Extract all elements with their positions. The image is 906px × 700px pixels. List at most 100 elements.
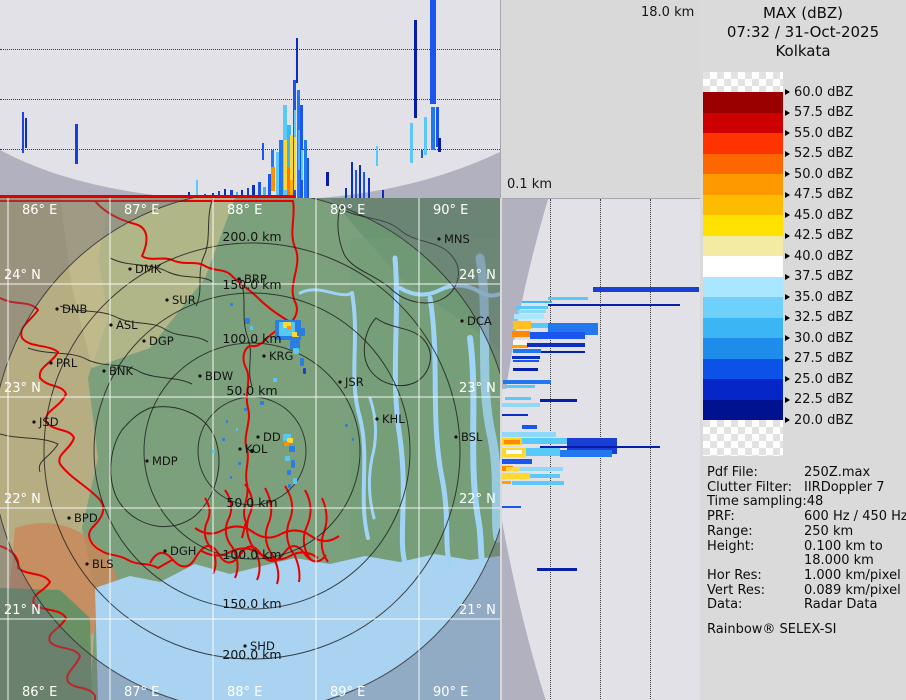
map-echo (345, 424, 348, 427)
tick-arrow-icon (785, 355, 790, 362)
echo-bar (262, 143, 264, 160)
station-label: BPD (74, 511, 98, 525)
lat-label: 21° N (4, 603, 41, 618)
echo-bar (355, 170, 357, 198)
echo-bar (290, 180, 293, 196)
lat-label: 22° N (459, 492, 496, 507)
map-echo (290, 340, 300, 350)
echo-bar (25, 118, 27, 148)
echo-bar (513, 349, 541, 353)
echo-bar (513, 368, 538, 371)
tick-arrow-icon (785, 335, 790, 341)
tick-arrow-icon (785, 253, 790, 259)
echo-bar (541, 351, 585, 353)
echo-bar (506, 450, 522, 454)
echo-bar (258, 182, 261, 198)
height-axis-min-label: 0.1 km (507, 177, 552, 192)
info-value: 1.000 km/pixel (804, 567, 901, 583)
station-dot (32, 420, 36, 424)
info-label: PRF: (707, 509, 735, 525)
lat-label: 23° N (4, 381, 41, 396)
product-info-list: Pdf File: 250Z.max Clutter Filter: IIRDoppl… (707, 465, 906, 637)
radar-station-name: Kolkata (775, 42, 831, 60)
echo-bar (526, 448, 560, 456)
lon-label: 88° E (227, 685, 262, 700)
info-label: Hor Res: (707, 567, 762, 583)
echo-bar (279, 140, 283, 198)
lat-label: 21° N (459, 603, 496, 618)
station-label: ASL (116, 318, 138, 332)
echo-bar (527, 343, 585, 347)
dbz-value: 30.0 dBZ (794, 330, 854, 346)
dbz-band (703, 358, 783, 379)
map-echo (212, 450, 215, 453)
station-dot (460, 319, 464, 323)
station-label: DGP (149, 334, 174, 348)
lon-label: 87° E (124, 203, 159, 218)
map-echo (285, 456, 290, 461)
station-dot (437, 237, 441, 241)
echo-bar (218, 191, 220, 198)
info-label: Clutter Filter: (707, 479, 792, 495)
map-echo (250, 326, 253, 330)
legend-panel: MAX (dBZ) 07:32 / 31-Oct-2025 Kolkata 60… (700, 0, 906, 700)
map-terrain-nw-plain (60, 198, 235, 368)
lon-label: 86° E (22, 685, 57, 700)
echo-bar (271, 167, 275, 191)
tick-arrow-icon (785, 314, 790, 321)
dbz-value: 57.5 dBZ (794, 105, 854, 120)
map-echo (287, 326, 291, 330)
map-echo (222, 438, 225, 441)
map-labels: 86° E 86° E 87° E 87° E 88° E 88° E 89° E 89° E… (4, 203, 496, 700)
echo-bar (252, 185, 255, 198)
info-value: 250Z.max (804, 465, 871, 480)
station-dot (375, 417, 379, 421)
station-label: JSR (344, 375, 364, 389)
station-dot (262, 354, 266, 358)
height-gridline (0, 99, 500, 100)
info-value: 18.000 km (804, 553, 874, 569)
dbz-band (703, 256, 783, 277)
map-echo (300, 358, 304, 366)
echo-bar (530, 474, 560, 478)
lon-label: 90° E (433, 203, 468, 218)
station-dot (85, 562, 89, 566)
map-echo (230, 303, 233, 306)
dbz-band (703, 133, 783, 154)
range-ring-label: 150.0 km (222, 277, 281, 292)
map-echo (352, 438, 354, 441)
range-ring-label: 100.0 km (222, 547, 281, 562)
info-row: Data: Radar Data (707, 598, 904, 613)
map-echo (288, 484, 291, 488)
station-label: JSD (38, 415, 59, 429)
info-row: 18.000 km (707, 554, 904, 569)
echo-bar (537, 568, 577, 571)
station-label: DMK (135, 262, 162, 276)
echo-bar (268, 174, 271, 198)
map-echo (245, 318, 250, 324)
dbz-band-checker (703, 72, 783, 92)
info-value: IIRDoppler 7 (804, 479, 885, 495)
dbz-value: 40.0 dBZ (794, 248, 854, 264)
dbz-value: 47.5 dBZ (794, 187, 854, 202)
echo-bar (430, 0, 436, 104)
echo-bar (512, 481, 564, 485)
echo-bar (345, 188, 347, 198)
dbz-value: 27.5 dBZ (794, 351, 854, 366)
echo-bar (502, 432, 556, 437)
map-echo (260, 401, 264, 405)
echo-bar (505, 385, 535, 388)
map-echo (244, 408, 247, 411)
info-row: Hor Res: 1.000 km/pixel (707, 567, 904, 584)
echo-bar (520, 467, 563, 471)
out-of-range-shading (0, 198, 500, 700)
dbz-band (703, 194, 783, 215)
echo-bar (512, 356, 540, 359)
station-label: DNB (62, 302, 87, 316)
info-value: 0.100 km to (804, 538, 883, 554)
station-dot (128, 267, 132, 271)
tick-arrow-icon (785, 396, 790, 403)
range-ring-label: 100.0 km (222, 331, 281, 346)
echo-bar (22, 112, 24, 153)
